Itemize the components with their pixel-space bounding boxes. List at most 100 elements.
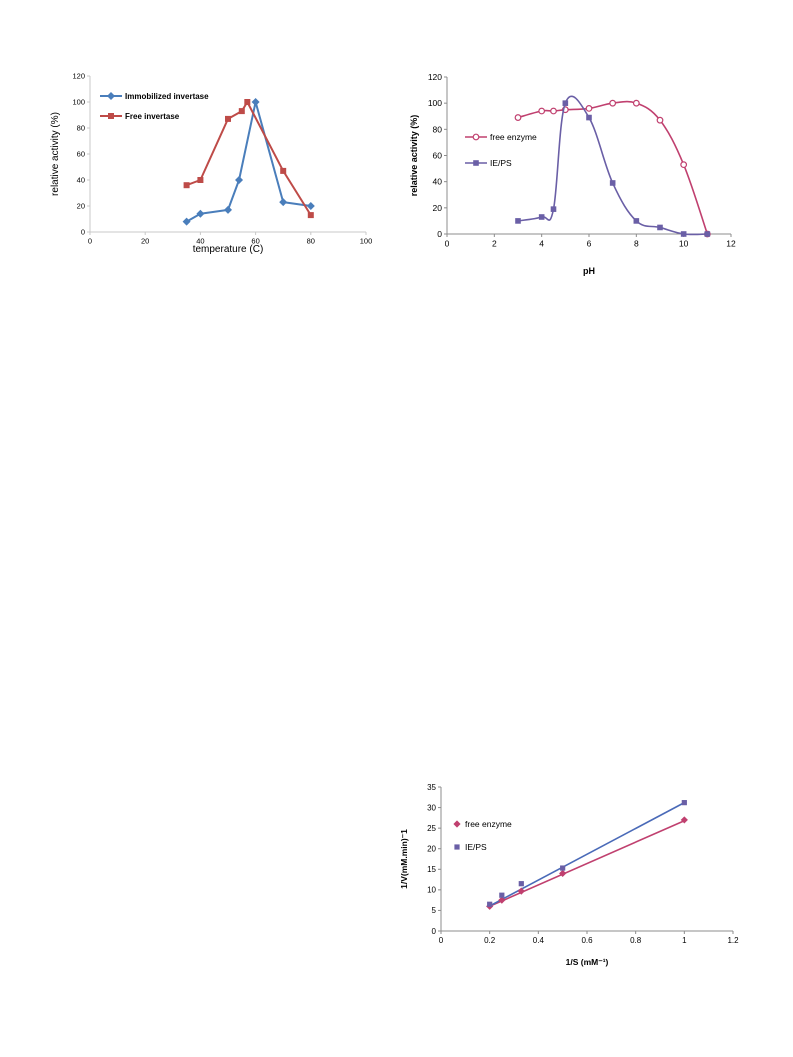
legend-marker xyxy=(472,133,480,141)
temperature-activity-chart: 0 20 40 60 80 100 120 0 20 40 60 80 100 temperature (… xyxy=(0,60,400,270)
x-tick-label: 80 xyxy=(307,237,315,246)
legend-label: Free invertase xyxy=(125,112,180,121)
data-point xyxy=(182,217,191,226)
data-point xyxy=(238,108,245,115)
x-tick-label: 100 xyxy=(360,237,373,246)
legend-label: free enzyme xyxy=(490,132,537,142)
series-line xyxy=(517,100,709,235)
trendline xyxy=(489,820,685,908)
data-point xyxy=(550,107,557,115)
y-tick-label: 10 xyxy=(427,886,436,895)
x-axis-label: pH xyxy=(583,266,595,276)
y-tick-label: 120 xyxy=(428,72,442,82)
y-tick-label: 40 xyxy=(433,177,443,187)
data-point xyxy=(251,98,260,106)
data-point xyxy=(585,105,593,112)
temp-chart-svg: 0 20 40 60 80 100 120 0 20 40 60 80 100 temperature (… xyxy=(50,72,373,255)
data-point xyxy=(680,231,687,237)
lb-chart-svg: 0 5 10 15 20 25 30 35 0 0.2 0.4 0.6 0.8 1 1.2 1/S (mM⁻¹… xyxy=(399,783,739,967)
x-tick-label: 0 xyxy=(439,936,444,945)
x-axis-label: temperature (C) xyxy=(193,244,264,255)
data-point xyxy=(550,206,557,212)
data-point xyxy=(225,115,231,122)
data-point xyxy=(196,209,205,218)
data-point xyxy=(657,224,663,231)
data-point xyxy=(609,99,617,107)
y-tick-label: 60 xyxy=(77,150,85,159)
legend-marker xyxy=(453,820,461,828)
data-point xyxy=(680,161,688,169)
data-point xyxy=(680,816,688,824)
data-point xyxy=(235,176,244,184)
series-line xyxy=(186,101,312,216)
lineweaver-burk-chart: 0 5 10 15 20 25 30 35 0 0.2 0.4 0.6 0.8 1 1.2 1/S (mM⁻¹… xyxy=(395,775,793,975)
legend-label: free enzyme xyxy=(465,819,512,829)
series-line xyxy=(186,101,311,223)
data-point xyxy=(633,218,640,224)
y-tick-label: 80 xyxy=(433,124,443,134)
legend-label: IE/PS xyxy=(465,842,487,852)
x-tick-label: 0.8 xyxy=(630,936,642,945)
data-point xyxy=(681,800,687,806)
data-point xyxy=(560,865,566,871)
y-axis-label: relative activity (%) xyxy=(409,115,419,197)
y-tick-label: 25 xyxy=(427,824,436,833)
x-tick-label: 0 xyxy=(445,239,450,249)
legend-marker xyxy=(108,113,114,119)
data-point xyxy=(307,212,314,219)
data-point xyxy=(279,198,288,207)
legend-marker xyxy=(473,160,479,166)
x-tick-label: 10 xyxy=(679,239,689,249)
data-point xyxy=(704,231,711,237)
data-point xyxy=(562,100,569,106)
y-tick-label: 0 xyxy=(81,228,85,237)
data-point xyxy=(656,116,664,124)
x-tick-label: 6 xyxy=(587,239,592,249)
y-tick-label: 35 xyxy=(427,783,436,792)
y-tick-label: 15 xyxy=(427,865,436,874)
data-point xyxy=(517,887,525,895)
x-tick-label: 12 xyxy=(726,239,736,249)
data-point xyxy=(586,114,592,121)
data-point xyxy=(499,892,505,898)
data-point xyxy=(538,107,546,115)
x-tick-label: 0 xyxy=(88,237,92,246)
x-tick-label: 1 xyxy=(682,936,687,945)
data-point xyxy=(244,99,251,105)
y-tick-label: 20 xyxy=(77,202,85,211)
x-tick-label: 2 xyxy=(492,239,497,249)
data-point xyxy=(197,177,204,183)
x-tick-label: 0.2 xyxy=(484,936,496,945)
x-tick-label: 0.4 xyxy=(533,936,545,945)
x-tick-label: 1.2 xyxy=(727,936,739,945)
legend-label: Immobilized invertase xyxy=(125,92,209,101)
ph-chart-svg: 0 20 40 60 80 100 120 0 2 4 6 8 10 12 pH relative activ… xyxy=(409,72,736,276)
y-tick-label: 5 xyxy=(432,906,437,915)
y-tick-label: 0 xyxy=(437,229,442,239)
data-point xyxy=(280,167,287,174)
y-tick-label: 80 xyxy=(77,124,85,133)
x-tick-label: 40 xyxy=(196,237,204,246)
data-point xyxy=(487,901,493,907)
y-tick-label: 20 xyxy=(433,203,443,213)
x-tick-label: 8 xyxy=(634,239,639,249)
x-tick-label: 20 xyxy=(141,237,149,246)
ph-activity-chart: 0 20 40 60 80 100 120 0 2 4 6 8 10 12 pH relative activ… xyxy=(395,60,793,290)
series-line xyxy=(517,95,708,236)
y-tick-label: 0 xyxy=(432,927,437,936)
x-axis-label: 1/S (mM⁻¹) xyxy=(566,957,609,967)
x-tick-label: 4 xyxy=(539,239,544,249)
legend-label: IE/PS xyxy=(490,158,512,168)
y-tick-label: 100 xyxy=(72,98,85,107)
data-point xyxy=(609,180,616,186)
data-point xyxy=(538,214,545,220)
legend-marker xyxy=(107,92,115,100)
y-tick-label: 40 xyxy=(77,176,85,185)
y-tick-label: 30 xyxy=(427,803,436,812)
y-tick-label: 120 xyxy=(72,72,85,81)
data-point xyxy=(183,182,190,189)
data-point xyxy=(518,881,524,887)
y-tick-label: 20 xyxy=(427,845,436,854)
y-axis-label: relative activity (%) xyxy=(50,112,61,196)
data-point xyxy=(224,205,232,214)
